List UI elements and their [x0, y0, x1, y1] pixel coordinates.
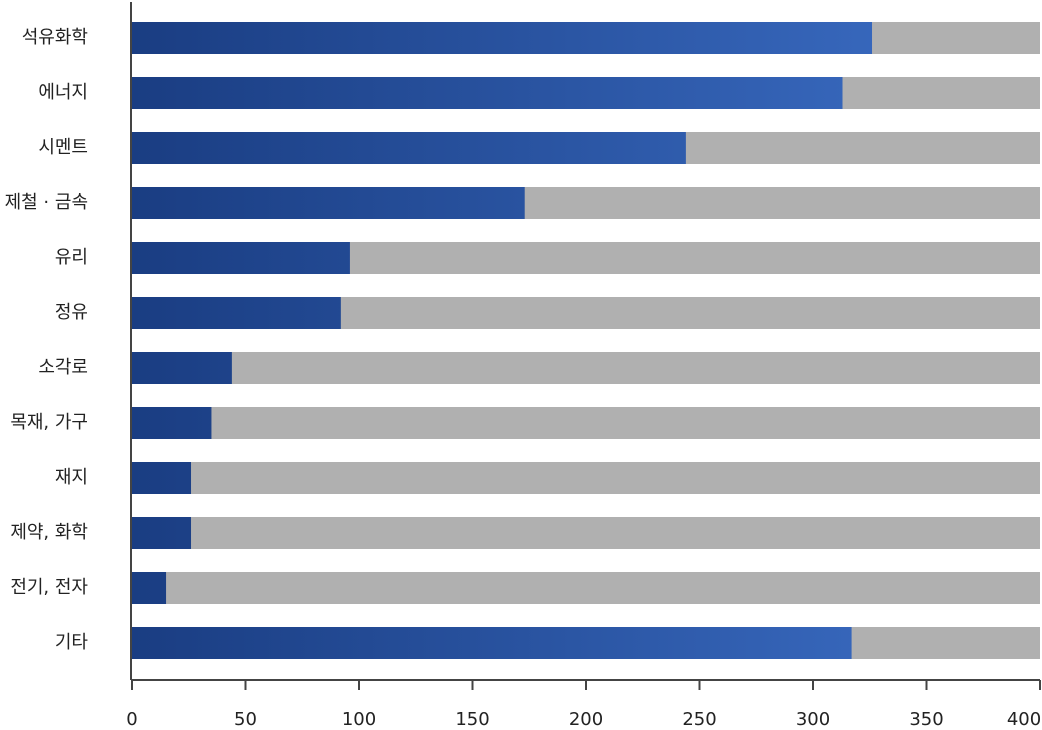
- x-tick-label: 300: [796, 709, 830, 730]
- x-tick-label: 350: [909, 709, 943, 730]
- bar: [132, 297, 341, 329]
- y-tick-label: 에너지: [38, 82, 88, 103]
- y-tick-label: 기타: [55, 632, 89, 653]
- bar: [132, 22, 873, 54]
- x-tick-label: 400: [1007, 709, 1041, 730]
- x-tick-label: 100: [342, 709, 376, 730]
- bar: [132, 352, 232, 384]
- x-tick-label: 50: [234, 709, 257, 730]
- bar: [132, 407, 212, 439]
- bar: [132, 132, 686, 164]
- y-tick-label: 정유: [55, 302, 88, 323]
- x-tick-label: 0: [126, 709, 137, 730]
- bar-track: [132, 517, 1040, 549]
- x-tick-label: 150: [455, 709, 489, 730]
- bar: [132, 517, 192, 549]
- x-tick-label: 250: [682, 709, 716, 730]
- x-tick-label: 200: [569, 709, 603, 730]
- bar-track: [132, 352, 1040, 384]
- y-tick-label: 유리: [55, 247, 88, 268]
- y-tick-label: 전기, 전자: [10, 577, 88, 598]
- bar: [132, 627, 852, 659]
- y-tick-label: 시멘트: [38, 137, 88, 158]
- bar-track: [132, 407, 1040, 439]
- y-tick-label: 제철 · 금속: [5, 192, 88, 213]
- y-tick-label: 소각로: [38, 357, 88, 378]
- bar: [132, 572, 167, 604]
- y-tick-label: 목재, 가구: [10, 412, 88, 433]
- bar-track: [132, 572, 1040, 604]
- bar: [132, 462, 192, 494]
- bar: [132, 242, 350, 274]
- bar: [132, 187, 525, 219]
- bar-track: [132, 462, 1040, 494]
- bar: [132, 77, 843, 109]
- y-tick-label: 재지: [55, 467, 88, 488]
- y-tick-label: 석유화학: [22, 27, 88, 48]
- y-tick-label: 제약, 화학: [10, 522, 88, 543]
